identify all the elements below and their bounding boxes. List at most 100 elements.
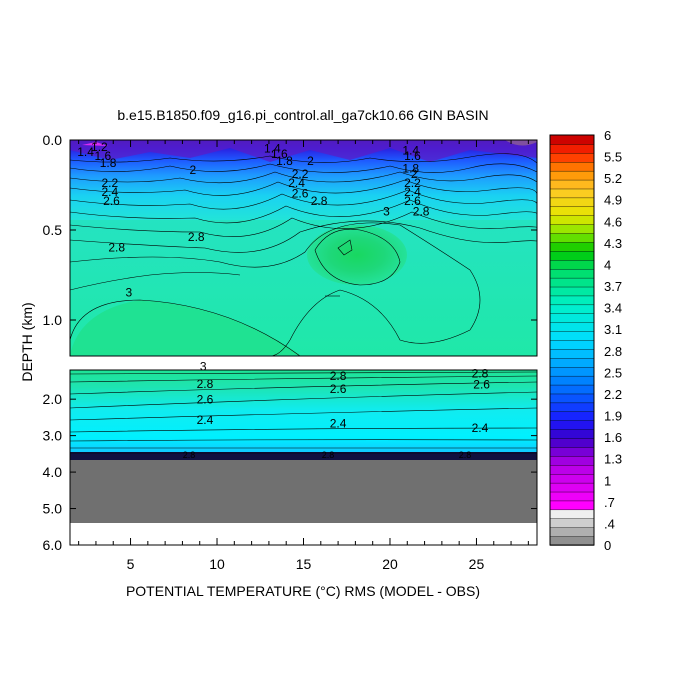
colorbar-swatch — [549, 411, 595, 421]
contour-label: 2.6 — [330, 382, 347, 396]
surface-magenta-patch — [82, 142, 108, 146]
contour-label: 2.2 — [292, 167, 309, 181]
contour-label: 3 — [125, 286, 132, 300]
core-maximum-region — [307, 225, 407, 285]
colorbar-label: 4.3 — [604, 236, 622, 251]
contour-label: 2.8 — [413, 205, 430, 219]
colorbar-swatch — [549, 526, 595, 537]
contour-label: 2.2 — [404, 176, 421, 190]
colorbar-swatch — [549, 143, 595, 154]
contour-label: 2.6 — [404, 194, 421, 208]
contour-label: 2.2 — [101, 176, 118, 190]
lower-contour-lines — [70, 371, 537, 454]
y-tick-label: 4.0 — [43, 464, 63, 480]
colorbar-swatch — [549, 473, 595, 484]
contour-label: 2.4 — [472, 421, 489, 435]
y-tick-label: 2.0 — [43, 391, 63, 407]
colorbar-label: .4 — [604, 516, 615, 531]
blank-region — [70, 523, 537, 545]
colorbar-swatch — [549, 223, 595, 234]
colorbar-label: 2.2 — [604, 387, 622, 402]
upper-surface-gradient — [70, 140, 537, 220]
colorbar-label: 3.7 — [604, 279, 622, 294]
bottom-dark-band — [70, 452, 537, 460]
colorbar-swatch — [549, 286, 595, 297]
colorbar-swatch — [549, 321, 595, 332]
contour-label: 2.6 — [292, 187, 309, 201]
colorbar-swatch — [549, 188, 595, 199]
y-tick-label: 1.0 — [43, 312, 63, 328]
colorbar-swatch — [549, 455, 595, 466]
colorbar-swatch — [549, 339, 595, 350]
colorbar-swatch — [549, 446, 595, 457]
colorbar-swatch — [549, 509, 595, 519]
contour-label: 2 — [189, 163, 196, 177]
colorbar-swatch — [549, 375, 595, 386]
colorbar-swatch — [549, 170, 595, 181]
colorbar-swatch — [549, 366, 595, 377]
x-axis-label: POTENTIAL TEMPERATURE (°C) RMS (MODEL - … — [126, 583, 480, 599]
x-tick-label: 5 — [127, 556, 135, 572]
contour-label: 2.8 — [311, 194, 328, 208]
svg-text:2.8: 2.8 — [183, 450, 196, 460]
contour-label: 1.8 — [100, 156, 117, 170]
colorbar-swatch — [549, 500, 595, 511]
contour-label: 2.8 — [197, 377, 214, 391]
y-tick-label: 0.5 — [43, 222, 63, 238]
surface-maximum-band — [70, 140, 537, 162]
colorbar-frame — [549, 134, 595, 546]
contour-label: 2.8 — [188, 230, 205, 244]
colorbar-swatch — [549, 277, 595, 288]
y-tick-label: 3.0 — [43, 428, 63, 444]
lower-left-maximum-region — [70, 300, 300, 355]
colorbar-label: 3.4 — [604, 301, 622, 316]
colorbar-label: 4.6 — [604, 214, 622, 229]
colorbar-label: .7 — [604, 495, 615, 510]
y-tick-label: 0.0 — [43, 132, 63, 148]
contour-label: 3 — [383, 205, 390, 219]
contour-label: 3 — [200, 360, 207, 374]
colorbar-swatch — [549, 268, 595, 279]
x-tick-label: 25 — [469, 556, 485, 572]
x-tick-label: 15 — [296, 556, 312, 572]
colorbar-label: 3.1 — [604, 322, 622, 337]
colorbar-label: 4 — [604, 257, 611, 272]
contour-label: 1.6 — [95, 149, 112, 163]
contour-label: 1.4 — [77, 145, 94, 159]
contour-label: 1.8 — [402, 161, 419, 175]
colorbar-swatch — [549, 482, 595, 493]
colorbar-label: 2.5 — [604, 365, 622, 380]
colorbar-swatch — [549, 357, 595, 368]
colorbar-swatch — [549, 179, 595, 190]
colorbar-swatch — [549, 535, 595, 546]
chart-title: b.e15.B1850.f09_g16.pi_control.all_ga7ck… — [117, 107, 488, 123]
axes: 0.0 0.5 1.0 2.0 3.0 4.0 5.0 6.0 5 10 15 20 25 — [43, 132, 537, 572]
lower-panel-fill — [70, 370, 537, 460]
x-tick-label: 20 — [382, 556, 398, 572]
colorbar-swatch — [549, 420, 595, 430]
x-tick-label: 10 — [209, 556, 225, 572]
colorbar-label: 1.3 — [604, 452, 622, 467]
colorbar-swatch — [549, 518, 595, 528]
colorbar-swatch — [549, 152, 595, 163]
contour-label: 2 — [307, 154, 314, 168]
colorbar-swatch — [549, 428, 595, 439]
colorbar-label: 6 — [604, 128, 611, 143]
colorbar: 6 5.5 5.2 4.9 4.6 4.3 4 3.7 3.4 3.1 2.8 2.5 2.2 1.9 1.… — [549, 128, 622, 553]
colorbar-swatch — [549, 437, 595, 448]
y-axis-label: DEPTH (km) — [19, 302, 35, 381]
colorbar-swatch — [549, 313, 595, 323]
contour-label: 1.6 — [404, 149, 421, 163]
colorbar-swatch — [549, 402, 595, 413]
contour-label: 2.4 — [288, 176, 305, 190]
colorbar-swatch — [549, 393, 595, 404]
colorbar-swatch — [549, 134, 595, 145]
upper-panel: 1.21.4 1.61.822.22.42.61.41.61.8 22.22.42.… — [69, 139, 538, 357]
colorbar-label: 0 — [604, 538, 611, 553]
contour-label: 2.4 — [330, 417, 347, 431]
y-tick-label: 6.0 — [43, 537, 63, 553]
contour-label: 2.4 — [404, 185, 421, 199]
colorbar-swatch — [549, 348, 595, 359]
contour-label: 2.8 — [472, 366, 489, 380]
contour-label: 1.8 — [276, 154, 293, 168]
